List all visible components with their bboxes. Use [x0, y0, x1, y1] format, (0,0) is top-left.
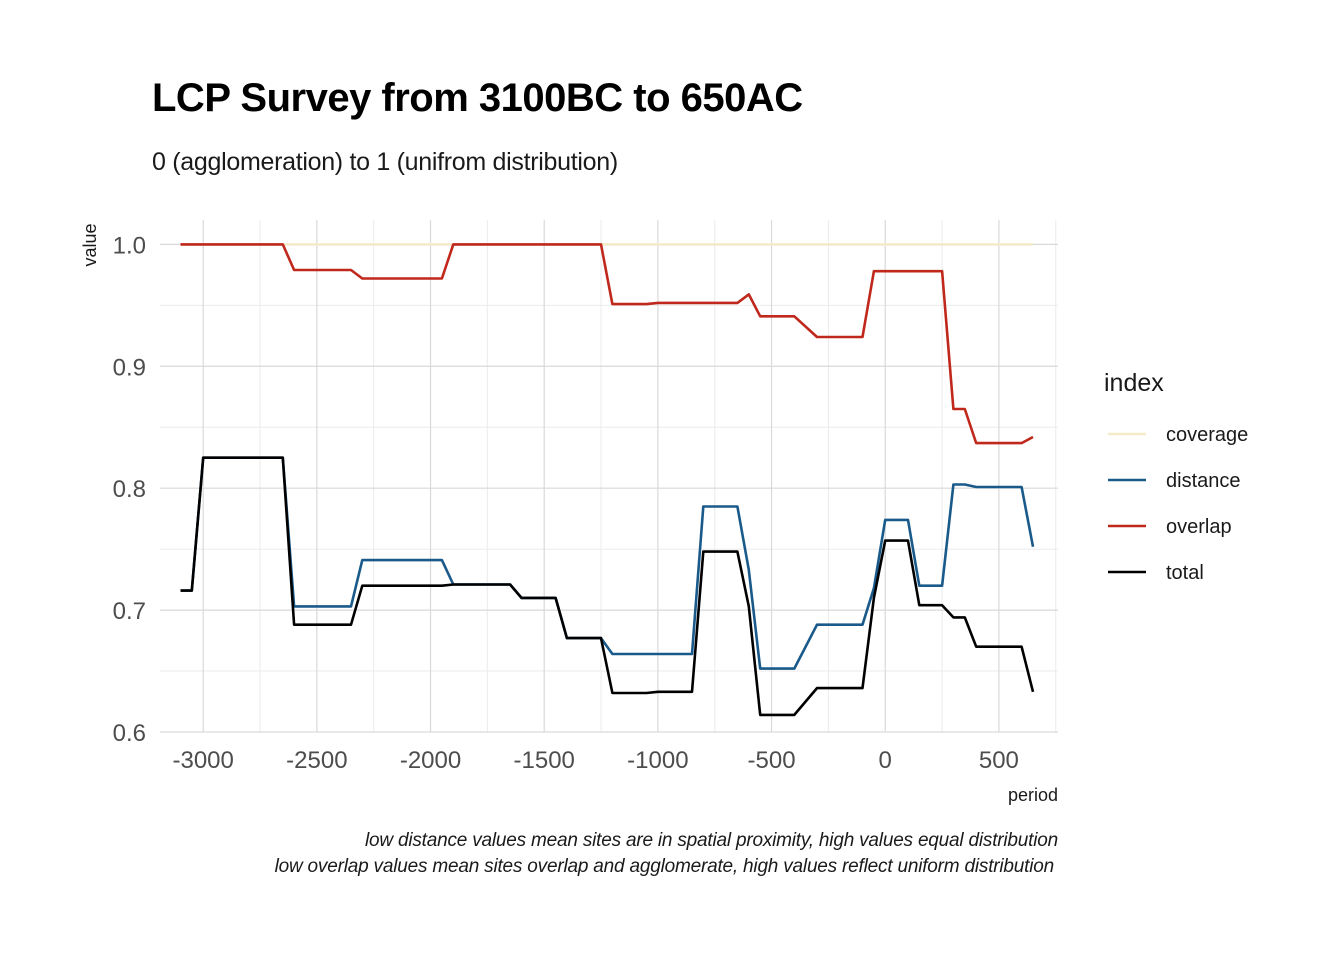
y-tick-label: 0.8 — [113, 476, 146, 503]
chart-title: LCP Survey from 3100BC to 650AC — [152, 76, 803, 120]
x-tick-label: -1500 — [514, 747, 575, 774]
x-tick-label: -2500 — [286, 747, 347, 774]
x-axis-title: period — [1008, 785, 1058, 805]
caption-line-1: low distance values mean sites are in sp… — [364, 830, 1058, 851]
series-line-total — [180, 456, 1035, 717]
x-tick-label: -1000 — [627, 747, 688, 774]
legend: index coverage distance overlap total — [1104, 369, 1248, 584]
chart-subtitle: 0 (agglomeration) to 1 (unifrom distribu… — [152, 148, 618, 176]
x-tick-label: 0 — [879, 747, 892, 774]
grid-lines — [160, 220, 1058, 733]
y-tick-label: 1.0 — [113, 232, 146, 259]
caption-line-2: low overlap values mean sites overlap an… — [274, 856, 1055, 877]
legend-label-total: total — [1166, 562, 1204, 584]
x-tick-label: -500 — [748, 747, 796, 774]
series-line-distance — [180, 456, 1035, 670]
series-line-overlap — [180, 243, 1034, 445]
legend-label-distance: distance — [1166, 470, 1241, 492]
legend-label-coverage: coverage — [1166, 424, 1248, 446]
y-tick-label: 0.7 — [113, 598, 146, 625]
x-tick-label: 500 — [979, 747, 1019, 774]
axis-ticks: -3000 -2500 -2000 -1500 -1000 -500 0 500 0.6 0.7 0… — [113, 232, 1019, 774]
series-lines — [180, 243, 1035, 717]
x-tick-label: -3000 — [172, 747, 233, 774]
legend-title: index — [1104, 369, 1164, 397]
y-axis-title: value — [80, 223, 100, 266]
legend-label-overlap: overlap — [1166, 516, 1232, 538]
y-tick-label: 0.9 — [113, 354, 146, 381]
y-tick-label: 0.6 — [113, 720, 146, 747]
x-tick-label: -2000 — [400, 747, 461, 774]
